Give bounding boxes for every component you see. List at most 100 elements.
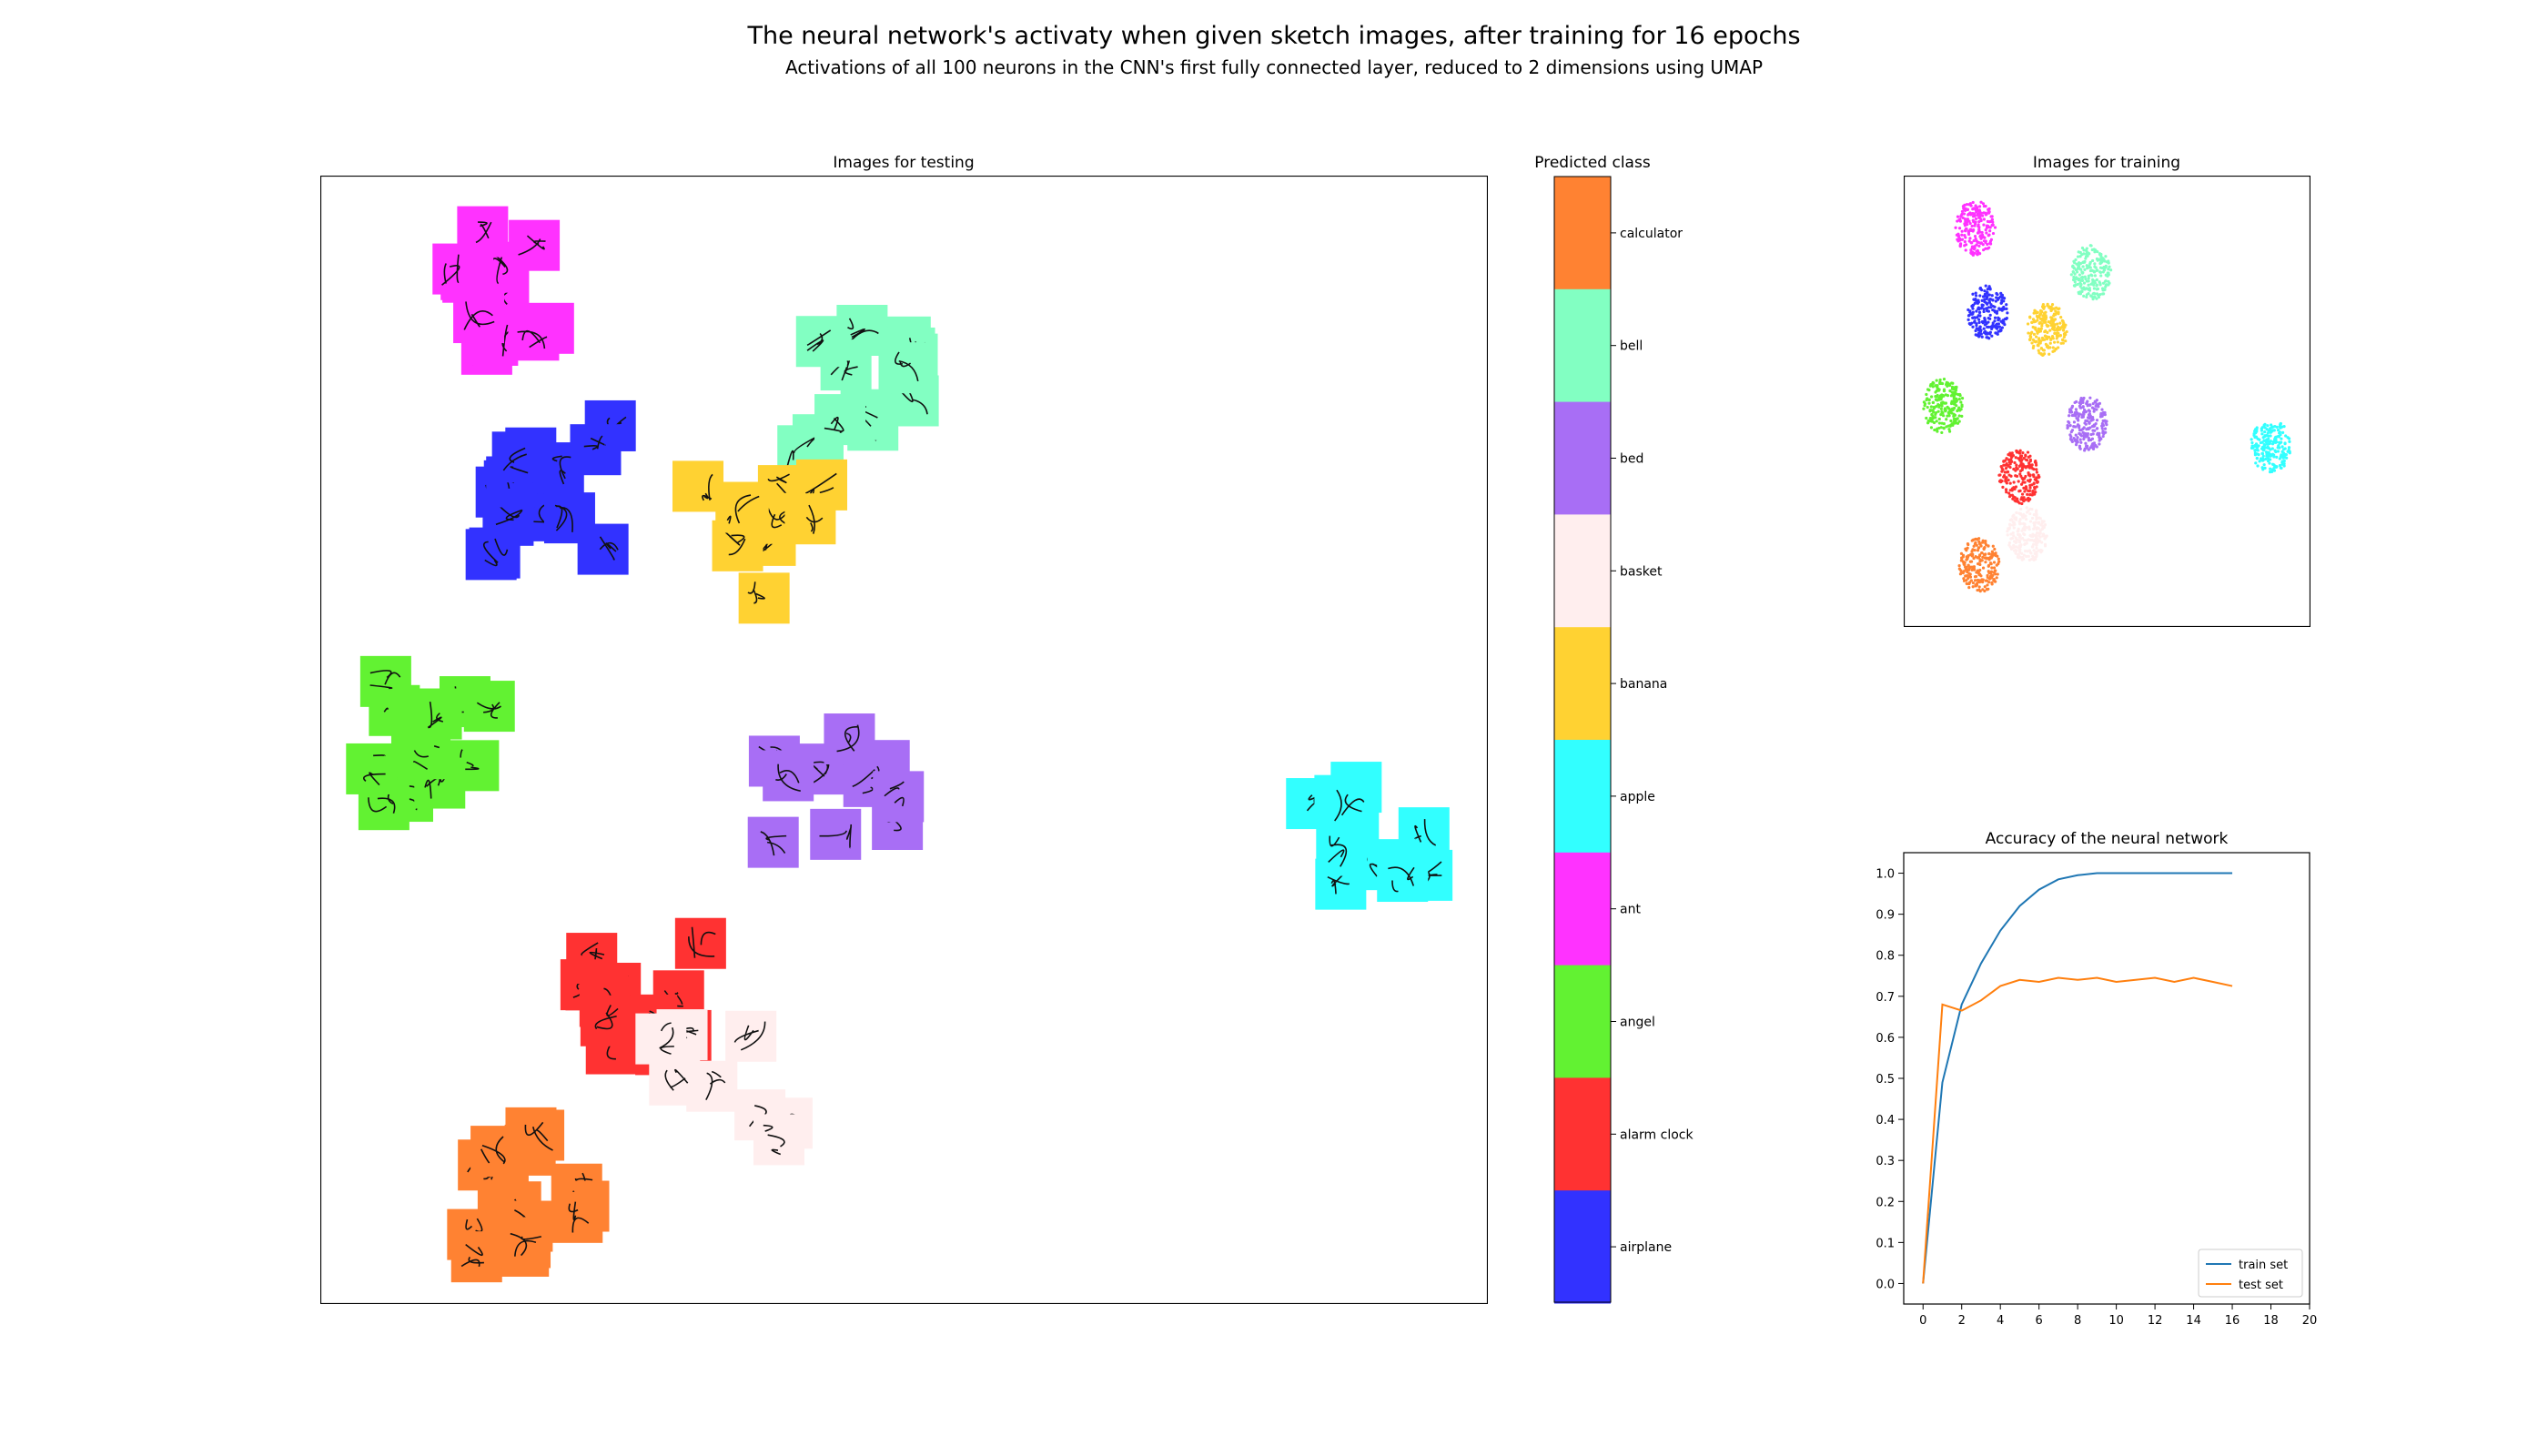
training-point [1996,572,1999,576]
training-point [1977,318,1981,321]
x-tick-label: 16 [2225,1314,2240,1328]
training-point [1963,208,1967,212]
training-point [2023,490,2027,493]
thumbnail-background [878,342,930,394]
training-point [2008,453,2012,457]
colorbar-label: ant [1620,903,1641,917]
training-point [1959,408,1963,411]
training-point [2006,533,2009,537]
training-point [1952,414,1956,418]
training-point [2085,279,2088,283]
training-point [2082,248,2086,252]
training-point [2071,264,2075,268]
training-point [2048,341,2052,345]
training-point [2078,424,2081,428]
training-point [2078,273,2082,277]
sketch-strokes [518,235,546,256]
training-point [1949,401,1954,406]
training-point [2098,442,2101,446]
training-point [1991,573,1995,577]
training-point [1936,403,1940,407]
training-point [1975,239,1978,243]
training-point [2037,473,2040,477]
training-point [2260,426,2264,430]
sketch-strokes [664,1068,689,1091]
sketch-strokes [1414,819,1437,846]
training-point [1982,327,1986,330]
training-point [1971,292,1975,296]
training-point [1969,228,1973,231]
training-point [2282,425,2286,429]
training-point [2046,330,2049,334]
training-point [1977,546,1981,550]
training-point [1947,428,1951,431]
training-point [1959,400,1963,404]
training-point [1983,294,1987,298]
training-point [2018,555,2022,560]
training-point [1986,219,1990,223]
training-point [2077,263,2080,267]
training-point [1966,207,1970,211]
training-point [2053,325,2057,329]
training-point [1981,539,1985,542]
training-point [2000,326,2004,329]
training-point [2265,454,2269,458]
training-point [1954,399,1957,403]
training-point [2003,470,2007,474]
training-point [1956,392,1960,397]
training-point [2281,456,2285,460]
training-point [2103,427,2108,430]
training-point [2061,325,2065,329]
training-point [1982,309,1986,314]
training-point [2007,464,2010,468]
training-point [2028,478,2032,481]
training-point [1980,580,1985,584]
training-point [1977,310,1982,315]
training-point [2097,295,2101,299]
x-tick-label: 14 [2186,1314,2201,1328]
training-point [1987,581,1991,584]
training-point [1986,242,1989,247]
training-point [1935,404,1938,409]
training-point [1966,546,1969,550]
training-point [2269,467,2272,470]
training-point [1987,544,1990,548]
training-point [2075,440,2078,445]
sketch-strokes [1388,866,1415,893]
thumbnail-background [1398,807,1450,859]
training-point [2045,337,2049,341]
training-point [1978,234,1983,238]
training-point [1996,332,1999,336]
sketch-thumbnail [463,681,515,733]
training-point [2095,257,2099,261]
accuracy-line-chart: 0 2 4 6 8 10 12 14 16 18 20 0.0 0.1 0.2 0.3 0.4 0.5 0.6 0.… [1876,852,2317,1328]
thumbnail-background [463,681,515,733]
colorbar-segment [1554,740,1611,854]
training-point [2084,248,2088,252]
x-tick-label: 8 [2074,1314,2081,1328]
training-point [2037,527,2040,531]
training-point [2012,480,2016,484]
training-point [1967,219,1971,223]
training-point [2049,323,2053,328]
training-point [1979,200,1983,204]
training-point [2013,460,2017,465]
training-point [2010,460,2014,463]
training-point [2102,268,2107,272]
training-point [1978,252,1982,256]
training-point [1993,316,1997,319]
training-point [2077,265,2080,268]
sketch-thumbnail [465,529,517,581]
training-point [2056,322,2059,326]
training-point [2074,258,2078,262]
training-point [2088,403,2092,407]
training-point [2087,409,2091,412]
training-point [1960,403,1964,407]
training-point [2057,310,2060,314]
training-point [2270,423,2273,427]
colorbar-frame [1553,176,1612,1303]
training-point [1970,312,1974,316]
sketch-thumbnail [725,1010,777,1062]
sketch-strokes [551,455,571,485]
training-point [2085,428,2088,431]
